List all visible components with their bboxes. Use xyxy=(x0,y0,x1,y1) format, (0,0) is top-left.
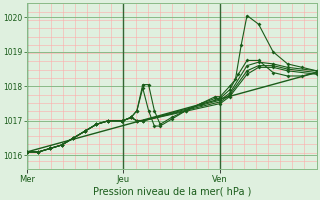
X-axis label: Pression niveau de la mer( hPa ): Pression niveau de la mer( hPa ) xyxy=(92,187,251,197)
